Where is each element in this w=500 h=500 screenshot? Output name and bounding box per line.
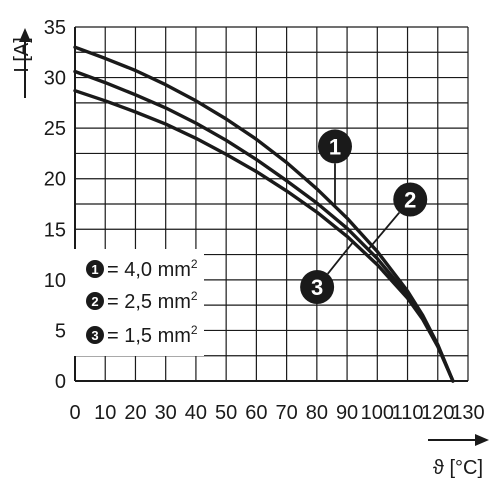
x-axis-arrow-head [475,434,489,446]
annotation-badge-2 [393,182,428,217]
y-tick-label: 5 [55,320,66,342]
y-tick-label: 10 [44,270,66,292]
legend-badge-1-label: 1 [91,262,98,277]
annotation-label-2: 2 [404,188,416,213]
annotation-badge-3 [300,270,335,305]
x-tick-label: 120 [421,402,454,424]
legend-item-2: 2 = 2,5 mm2 [86,289,198,313]
x-tick-label: 50 [215,402,237,424]
y-tick-label: 35 [44,17,66,39]
x-tick-label: 30 [155,402,177,424]
legend-text-2: = 2,5 mm2 [107,289,198,313]
annotation-badge-1 [317,129,352,164]
x-tick-label: 130 [451,402,484,424]
x-tick-label: 40 [185,402,207,424]
y-tick-label: 30 [44,68,66,90]
annotation-leader-3 [327,241,354,275]
x-tick-label: 70 [275,402,297,424]
legend-badge-2 [86,292,104,310]
legend-badge-3 [86,326,104,344]
y-tick-labels: 0 5 10 15 20 25 30 35 [44,17,66,393]
x-tick-label: 10 [94,402,116,424]
x-tick-label: 20 [124,402,146,424]
y-tick-label: 20 [44,169,66,191]
annotation-label-3: 3 [311,275,323,300]
legend-badge-2-label: 2 [91,294,98,309]
y-axis-title: I [A] [11,37,33,73]
y-tick-label: 0 [55,371,66,393]
x-tick-label: 0 [69,402,80,424]
y-tick-label: 15 [44,219,66,241]
grid [74,26,469,382]
y-tick-label: 25 [44,118,66,140]
x-tick-label: 60 [245,402,267,424]
x-tick-label: 90 [336,402,358,424]
legend-text-3: = 1,5 mm2 [107,323,198,347]
annotation-2: 2 [367,182,428,251]
legend-badge-1 [86,260,104,278]
y-axis-arrow-head [19,28,31,42]
legend-badge-3-label: 3 [91,328,98,343]
annotation-1: 1 [317,129,352,207]
x-tick-label: 80 [306,402,328,424]
legend-item-1: 1 = 4,0 mm2 [86,257,198,281]
series-line-3 [73,88,455,383]
curves [73,45,455,383]
legend-text-1: = 4,0 mm2 [107,257,198,281]
annotation-leader-2 [367,211,400,251]
x-tick-label: 110 [392,402,424,424]
axes [19,28,489,446]
annotation-label-1: 1 [329,134,341,159]
annotation-3: 3 [300,241,354,305]
curve-annotations: 1 2 3 [300,129,428,305]
x-axis-title: ϑ [°C] [433,457,483,479]
legend-item-3: 3 = 1,5 mm2 [86,323,198,347]
legend: 1 = 4,0 mm2 2 = 2,5 mm2 3 = 1,5 mm2 [74,249,204,356]
x-tick-label: 100 [361,402,394,424]
